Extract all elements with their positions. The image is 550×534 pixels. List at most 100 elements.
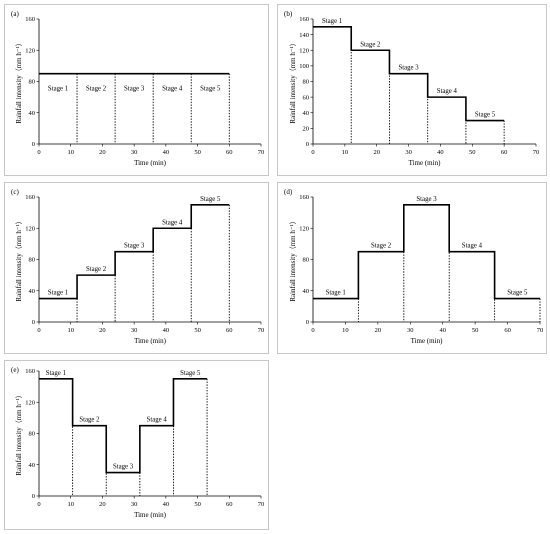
x-tick-label: 60 — [226, 327, 233, 334]
y-tick-label: 80 — [29, 431, 36, 438]
stage-label: Stage 3 — [113, 464, 134, 471]
series-line — [39, 204, 230, 300]
y-tick-label: 120 — [25, 399, 35, 406]
y-tick-label: 120 — [25, 225, 35, 232]
x-tick-label: 50 — [194, 327, 201, 334]
y-tick-label: 0 — [32, 319, 35, 326]
chart-panel-c: 0 40 80 120 160 0 10 20 30 40 50 60 70 Time (min) Rain… — [4, 182, 269, 354]
y-tick-label: 0 — [306, 141, 309, 148]
y-tick-label: 0 — [306, 319, 309, 326]
x-tick-label: 50 — [472, 327, 479, 334]
chart-panel-d: 0 40 80 120 160 0 10 20 30 40 50 60 70 Time (min) Rain… — [277, 182, 547, 354]
x-tick-label: 50 — [194, 149, 201, 156]
stage-label: Stage 5 — [200, 196, 221, 203]
y-tick-label: 80 — [29, 257, 36, 264]
x-tick-label: 30 — [405, 149, 412, 156]
stage-label: Stage 1 — [322, 18, 342, 25]
x-tick-label: 10 — [67, 501, 74, 508]
series-line — [39, 378, 208, 474]
x-tick-label: 50 — [194, 501, 201, 508]
stage-label: Stage 1 — [48, 86, 68, 93]
stage-label: Stage 3 — [124, 86, 145, 93]
chart-svg-a: 0 40 80 120 160 0 10 20 30 40 50 60 70 Time (min) Rain… — [11, 10, 264, 167]
y-tick-label: 160 — [25, 16, 35, 23]
y-tick-label: 40 — [303, 110, 310, 117]
x-tick-label: 20 — [375, 327, 382, 334]
y-tick-label: 120 — [25, 47, 35, 54]
x-tick-label: 60 — [504, 327, 511, 334]
stage-label: Stage 3 — [124, 243, 145, 250]
y-tick-label: 40 — [303, 288, 310, 295]
panel-label: (b) — [284, 10, 293, 18]
y-tick-label: 120 — [299, 225, 309, 232]
x-tick-label: 70 — [537, 327, 544, 334]
x-tick-label: 40 — [439, 327, 446, 334]
y-tick-label: 0 — [32, 493, 35, 500]
chart-svg-b: 0 20 40 60 80 100 120 140 160 0 10 20 30 40 50 60 70 Time… — [284, 10, 540, 167]
x-axis-label: Time (min) — [409, 159, 441, 167]
series-line — [313, 204, 540, 300]
x-tick-label: 60 — [501, 149, 508, 156]
stage-label: Stage 3 — [416, 196, 437, 203]
y-tick-label: 80 — [29, 79, 36, 86]
series-line — [313, 26, 505, 122]
x-tick-label: 20 — [99, 501, 106, 508]
chart-panel-a: 0 40 80 120 160 0 10 20 30 40 50 60 70 Time (min) Rain… — [4, 4, 269, 176]
x-tick-label: 20 — [99, 149, 106, 156]
stage-label: Stage 5 — [507, 290, 528, 297]
y-tick-label: 40 — [29, 462, 36, 469]
stage-label: Stage 1 — [326, 290, 346, 297]
x-tick-label: 70 — [258, 327, 265, 334]
stage-label: Stage 4 — [437, 88, 458, 95]
y-axis-label: Rainfall intensity（mm h⁻¹） — [15, 391, 23, 475]
y-tick-label: 0 — [32, 141, 35, 148]
x-axis-label: Time (min) — [134, 159, 166, 167]
chart-svg-e: 0 40 80 120 160 0 10 20 30 40 50 60 70 Time (min) Rain… — [11, 366, 265, 519]
x-tick-label: 40 — [163, 501, 170, 508]
x-axis-label: Time (min) — [134, 511, 166, 519]
stage-label: Stage 5 — [475, 112, 496, 119]
stage-label: Stage 2 — [86, 86, 107, 93]
y-tick-label: 160 — [299, 16, 309, 23]
x-tick-label: 30 — [131, 327, 138, 334]
chart-panel-b: 0 20 40 60 80 100 120 140 160 0 10 20 30 40 50 60 70 Time… — [277, 4, 547, 176]
y-axis-label: Rainfall intensity（mm h⁻¹） — [15, 39, 23, 123]
x-tick-label: 70 — [533, 149, 540, 156]
chart-svg-d: 0 40 80 120 160 0 10 20 30 40 50 60 70 Time (min) Rain… — [284, 188, 544, 345]
chart-svg-c: 0 40 80 120 160 0 10 20 30 40 50 60 70 Time (min) Rain… — [11, 188, 265, 345]
x-tick-label: 20 — [99, 327, 106, 334]
y-tick-label: 40 — [29, 288, 36, 295]
x-tick-label: 0 — [311, 327, 314, 334]
x-tick-label: 40 — [163, 327, 170, 334]
x-tick-label: 0 — [37, 149, 40, 156]
y-tick-label: 80 — [303, 257, 310, 264]
stage-label: Stage 2 — [371, 243, 392, 250]
x-tick-label: 50 — [469, 149, 476, 156]
stage-label: Stage 5 — [180, 370, 201, 377]
x-tick-label: 40 — [437, 149, 444, 156]
x-tick-label: 0 — [311, 149, 314, 156]
chart-panel-e: 0 40 80 120 160 0 10 20 30 40 50 60 70 Time (min) Rain… — [4, 360, 269, 530]
x-axis-label: Time (min) — [411, 337, 443, 345]
y-axis-label: Rainfall intensity（mm h⁻¹） — [15, 217, 23, 301]
panel-label: (a) — [11, 10, 19, 18]
stage-label: Stage 1 — [48, 290, 68, 297]
x-tick-label: 30 — [131, 501, 138, 508]
panel-label: (d) — [284, 188, 293, 196]
y-tick-label: 120 — [299, 47, 309, 54]
panel-label: (c) — [11, 188, 19, 196]
y-axis-label: Rainfall intensity（mm h⁻¹） — [289, 39, 297, 123]
y-tick-label: 40 — [29, 110, 36, 117]
stage-label: Stage 1 — [46, 370, 66, 377]
stage-label: Stage 2 — [79, 417, 100, 424]
stage-label: Stage 4 — [147, 417, 168, 424]
x-tick-label: 0 — [37, 327, 40, 334]
stage-label: Stage 5 — [200, 86, 221, 93]
y-tick-label: 100 — [299, 63, 309, 70]
x-tick-label: 10 — [67, 327, 74, 334]
x-tick-label: 0 — [37, 501, 40, 508]
stage-label: Stage 2 — [86, 266, 107, 273]
x-tick-label: 70 — [258, 501, 265, 508]
x-tick-label: 10 — [342, 327, 349, 334]
y-axis-label: Rainfall intensity（mm h⁻¹） — [289, 217, 297, 301]
